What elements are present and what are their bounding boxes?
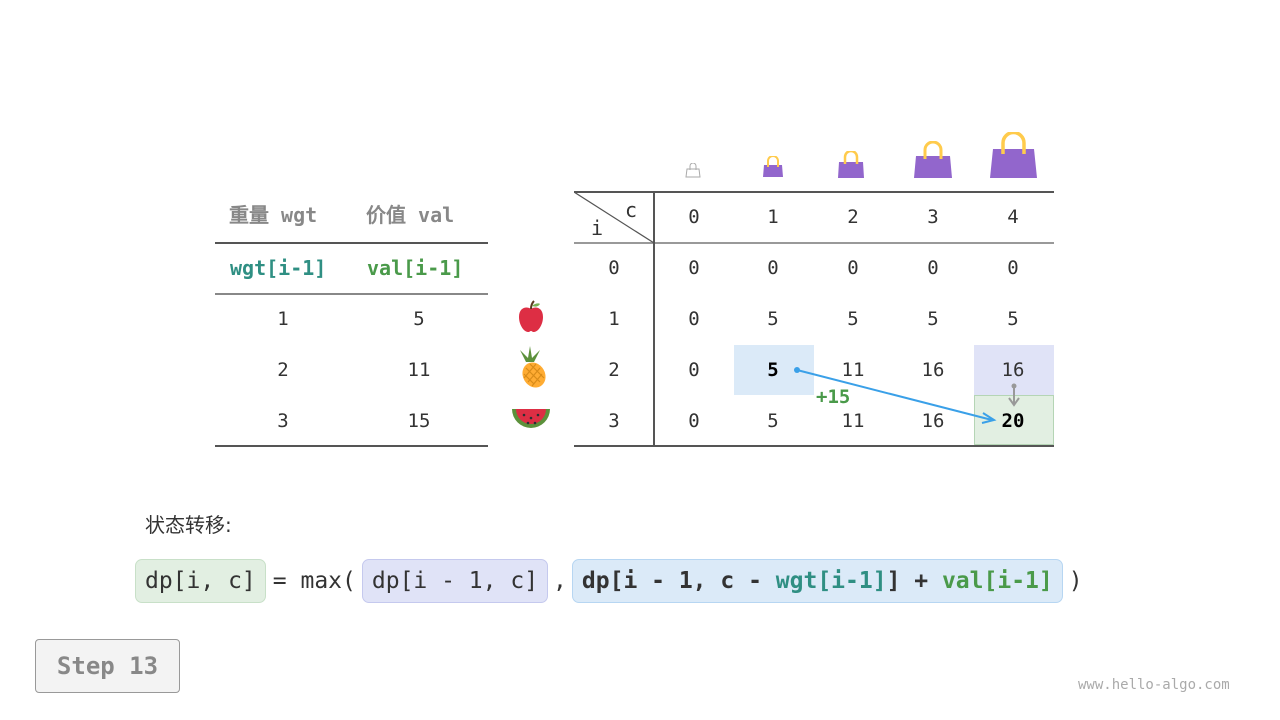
- skip-arrow: [1008, 383, 1020, 407]
- value-annotation: +15: [816, 386, 851, 408]
- divider: [215, 445, 488, 447]
- divider: [574, 242, 1054, 244]
- dp-cell: 5: [927, 308, 939, 330]
- formula-max: = max(: [272, 568, 356, 594]
- row-index: 0: [608, 257, 620, 279]
- bag-icon-2: [838, 151, 864, 178]
- take-val: val[i-1]: [941, 568, 1053, 594]
- capacity-header: 1: [767, 206, 779, 228]
- capacity-header: 3: [927, 206, 939, 228]
- dp-cell: 0: [847, 257, 859, 279]
- wgt-cell: 3: [277, 410, 289, 432]
- formula-option-take: dp[i - 1, c - wgt[i-1]] + val[i-1]: [571, 559, 1063, 603]
- dp-cell: 0: [1007, 257, 1019, 279]
- dp-cell: 5: [1007, 308, 1019, 330]
- divider: [653, 192, 655, 446]
- capacity-header: 2: [847, 206, 859, 228]
- formula: dp[i, c] = max( dp[i - 1, c] , dp[i - 1,…: [135, 559, 1083, 603]
- formula-close: ): [1068, 568, 1083, 594]
- take-part-a: dp[i - 1, c -: [581, 568, 776, 594]
- dp-cell: 0: [927, 257, 939, 279]
- bag-icon-1: [763, 156, 783, 177]
- subheader-wgt: wgt[i-1]: [230, 256, 327, 280]
- dp-cell: 16: [921, 359, 945, 381]
- formula-comma: ,: [553, 568, 567, 594]
- step-button[interactable]: Step 13: [35, 639, 180, 693]
- dp-cell: 0: [688, 359, 700, 381]
- formula-label: 状态转移:: [145, 513, 232, 537]
- dp-cell: 0: [767, 257, 779, 279]
- capacity-header: 4: [1007, 206, 1019, 228]
- watermark: www.hello-algo.com: [1078, 677, 1230, 693]
- val-cell: 15: [407, 410, 431, 432]
- bag-icon-0: [685, 163, 701, 178]
- formula-option-skip: dp[i - 1, c]: [361, 559, 549, 603]
- wgt-cell: 1: [277, 308, 289, 330]
- dp-cell: 16: [921, 410, 945, 432]
- divider: [215, 242, 488, 244]
- wgt-cell: 2: [277, 359, 289, 381]
- dp-cell: 11: [841, 359, 865, 381]
- row-index: 2: [608, 359, 620, 381]
- apple-icon: [519, 300, 543, 332]
- dp-cell: 11: [841, 410, 865, 432]
- dp-cell: 20: [1001, 410, 1025, 432]
- value-arrow: [794, 367, 997, 424]
- dp-cell: 5: [847, 308, 859, 330]
- subheader-val: val[i-1]: [367, 256, 464, 280]
- take-wgt: wgt[i-1]: [775, 568, 887, 594]
- take-part-b: ] +: [886, 568, 942, 594]
- dp-cell: 0: [688, 410, 700, 432]
- watermelon-icon: [512, 409, 550, 428]
- header-value: 价值 val: [366, 203, 455, 227]
- divider: [574, 191, 1054, 193]
- row-index: 3: [608, 410, 620, 432]
- corner-diagonal: [574, 192, 654, 244]
- formula-lhs: dp[i, c]: [135, 559, 266, 603]
- val-cell: 5: [413, 308, 425, 330]
- capacity-header: 0: [688, 206, 700, 228]
- corner-i-label: i: [590, 216, 604, 240]
- dp-cell: 0: [688, 257, 700, 279]
- row-index: 1: [608, 308, 620, 330]
- divider: [574, 445, 1054, 447]
- dp-cell: 5: [767, 308, 779, 330]
- dp-cell: 5: [767, 410, 779, 432]
- pineapple-icon: [520, 346, 546, 388]
- corner-c-label: c: [624, 198, 638, 222]
- bag-icon-3: [914, 141, 952, 178]
- val-cell: 11: [407, 359, 431, 381]
- divider: [215, 293, 488, 295]
- dp-cell: 5: [767, 359, 779, 381]
- dp-cell: 16: [1001, 359, 1025, 381]
- bag-icon-4: [990, 132, 1037, 178]
- dp-cell: 0: [688, 308, 700, 330]
- header-weight: 重量 wgt: [229, 203, 318, 227]
